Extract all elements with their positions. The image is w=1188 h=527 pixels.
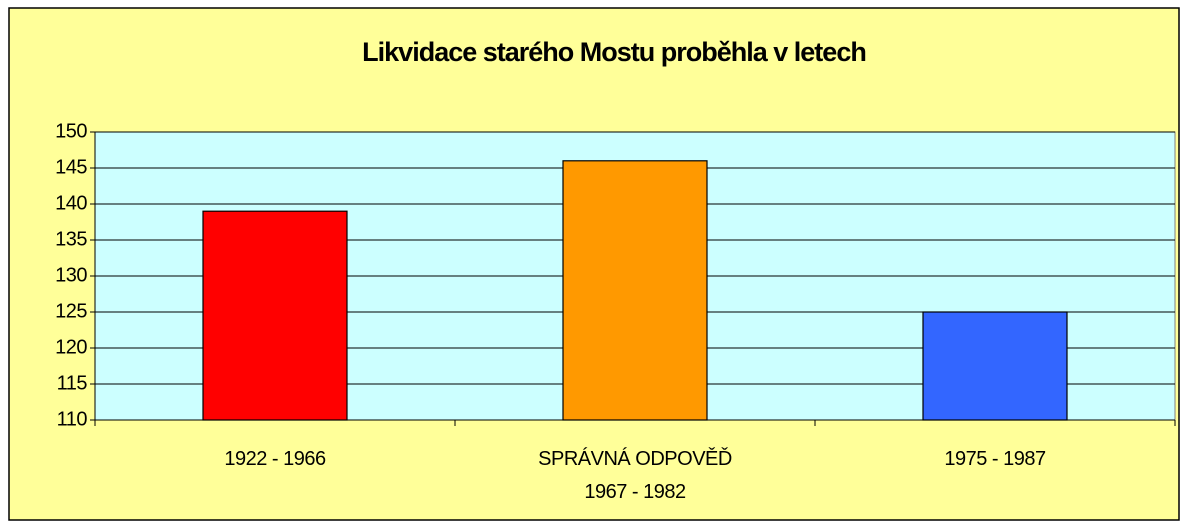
chart-title: Likvidace starého Mostu proběhla v letec… xyxy=(362,37,866,67)
bar xyxy=(562,160,708,421)
x-tick-label: 1922 - 1966 xyxy=(224,448,326,470)
y-tick-label: 115 xyxy=(57,372,88,394)
x-tick-label: 1975 - 1987 xyxy=(944,448,1046,470)
x-tick-label-line: SPRÁVNÁ ODPOVĚĎ xyxy=(538,447,732,470)
y-tick-label: 120 xyxy=(55,336,87,358)
x-tick-label: SPRÁVNÁ ODPOVĚĎ 1967 - 1982 xyxy=(538,447,732,503)
bar xyxy=(922,311,1068,421)
x-tick-label-line: 1975 - 1987 xyxy=(944,448,1046,470)
y-tick-label: 145 xyxy=(55,156,87,178)
y-tick-label: 140 xyxy=(55,192,87,214)
y-tick-label: 110 xyxy=(57,408,88,430)
x-tick-label-line: 1967 - 1982 xyxy=(584,481,686,503)
y-tick-label: 125 xyxy=(55,300,87,322)
y-tick-label: 135 xyxy=(55,228,87,250)
x-tick-label-line: 1922 - 1966 xyxy=(224,448,326,470)
bar xyxy=(202,210,348,421)
y-tick-label: 130 xyxy=(55,264,87,286)
y-tick-label: 150 xyxy=(55,120,87,142)
